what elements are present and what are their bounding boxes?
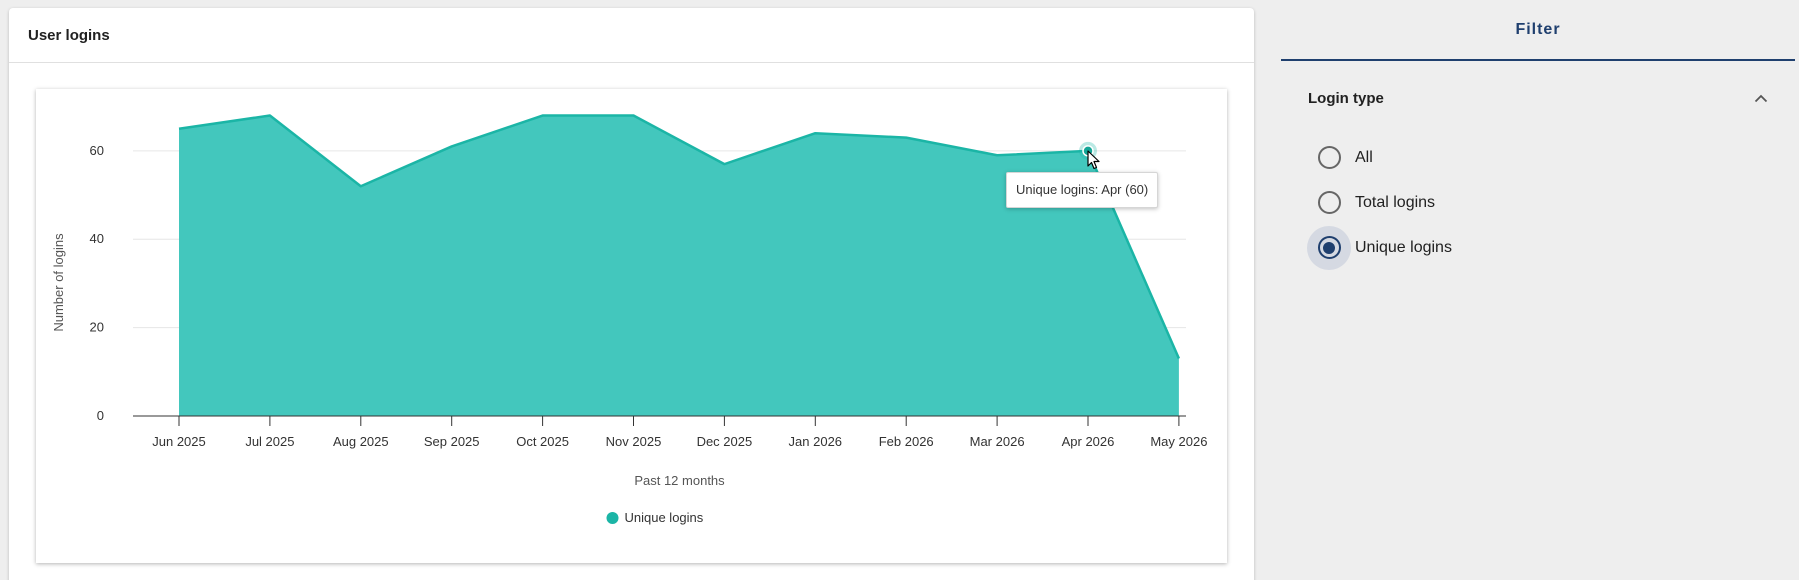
- radio-halo: [1307, 181, 1351, 225]
- y-tick-label: 20: [90, 320, 104, 335]
- x-tick-label: Oct 2025: [516, 434, 569, 449]
- chevron-up-icon[interactable]: [1751, 88, 1771, 108]
- x-tick-label: Feb 2026: [879, 434, 934, 449]
- x-tick-label: Dec 2025: [697, 434, 753, 449]
- login-type-radio-group: All Total logins Unique logins: [1281, 135, 1795, 270]
- tab-filter[interactable]: Filter: [1281, 0, 1795, 61]
- radio-button[interactable]: [1317, 236, 1341, 259]
- x-tick-label: Sep 2025: [424, 434, 480, 449]
- radio-button[interactable]: [1317, 146, 1341, 169]
- login-type-section-header[interactable]: Login type: [1281, 61, 1795, 135]
- mouse-cursor-icon: [1087, 150, 1100, 169]
- legend-label: Unique logins: [625, 510, 704, 525]
- y-tick-label: 0: [97, 408, 104, 423]
- series-line: [178, 114, 1181, 360]
- chart-tooltip: Unique logins: Apr (60): [1006, 171, 1159, 208]
- legend-marker: [606, 512, 619, 524]
- x-tick-label: Apr 2026: [1062, 434, 1115, 449]
- radio-button[interactable]: [1317, 191, 1341, 214]
- user-logins-card: User logins 0 20 40 60 Jun 2025 Jul 2025 Aug 2…: [9, 8, 1254, 580]
- filter-panel: Filter Login type All Total logins Uniqu…: [1281, 0, 1795, 580]
- radio-halo: [1307, 225, 1351, 270]
- radio-halo: [1307, 136, 1351, 180]
- y-axis-title: Number of logins: [51, 233, 66, 332]
- section-title: Login type: [1308, 89, 1384, 107]
- x-axis-title: Past 12 months: [634, 473, 725, 488]
- x-tick-label: Jul 2025: [245, 434, 294, 449]
- radio-label: Total logins: [1355, 193, 1436, 211]
- x-tick-label: Aug 2025: [333, 434, 389, 449]
- x-tick-label: Jan 2026: [789, 434, 843, 449]
- card-title: User logins: [28, 26, 110, 44]
- radio-dot: [1323, 241, 1335, 254]
- x-tick-label: May 2026: [1150, 434, 1207, 449]
- radio-label: All: [1355, 148, 1373, 166]
- x-tick-label: Nov 2025: [606, 434, 662, 449]
- x-tick-label: Mar 2026: [970, 434, 1025, 449]
- radio-option-total-logins[interactable]: Total logins: [1281, 180, 1795, 225]
- radio-label: Unique logins: [1355, 238, 1452, 256]
- area-chart: 0 20 40 60 Jun 2025 Jul 2025 Aug 2025 Sep 2025 O…: [51, 114, 1207, 525]
- y-tick-label: 40: [90, 231, 104, 246]
- chart-container: 0 20 40 60 Jun 2025 Jul 2025 Aug 2025 Sep 2025 O…: [36, 89, 1227, 563]
- series-area: [179, 115, 1179, 416]
- radio-option-all[interactable]: All: [1281, 135, 1795, 180]
- y-tick-label: 60: [90, 143, 104, 158]
- card-header: User logins: [9, 8, 1254, 63]
- radio-option-unique-logins[interactable]: Unique logins: [1281, 225, 1795, 270]
- x-tick-label: Jun 2025: [152, 434, 206, 449]
